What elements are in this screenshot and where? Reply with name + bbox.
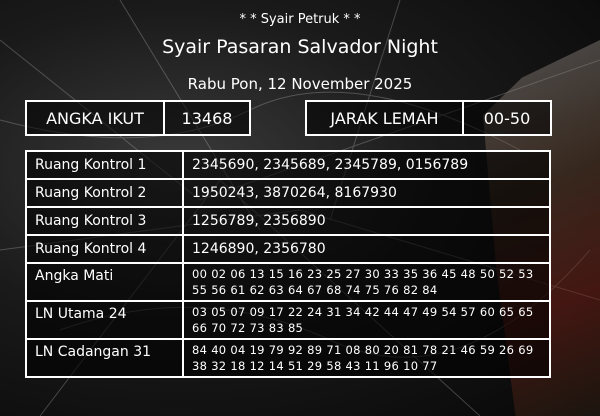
row-label: LN Cadangan 31 <box>25 338 184 378</box>
table-row: Ruang Kontrol 2 1950243, 3870264, 8167930 <box>25 178 551 208</box>
row-value: 84 40 04 19 79 92 89 71 08 80 20 81 78 2… <box>182 338 551 378</box>
table-row: Ruang Kontrol 3 1256789, 2356890 <box>25 206 551 236</box>
page-title: Syair Pasaran Salvador Night <box>162 36 438 58</box>
jarak-lemah-box: JARAK LEMAH 00-50 <box>305 100 552 136</box>
row-value: 2345690, 2345689, 2345789, 0156789 <box>182 150 551 180</box>
date-label: Rabu Pon, 12 November 2025 <box>187 75 413 93</box>
jarak-lemah-value: 00-50 <box>483 108 531 128</box>
row-value: 00 02 06 13 15 16 23 25 27 30 33 35 36 4… <box>182 262 551 302</box>
row-label: Ruang Kontrol 1 <box>25 150 184 180</box>
row-value: 1950243, 3870264, 8167930 <box>182 178 551 208</box>
header-subtitle: * * Syair Petruk * * <box>239 12 361 27</box>
row-value: 1256789, 2356890 <box>182 206 551 236</box>
syair-table: Ruang Kontrol 1 2345690, 2345689, 2345789… <box>25 150 551 378</box>
row-value: 1246890, 2356780 <box>182 234 551 264</box>
row-label: Ruang Kontrol 2 <box>25 178 184 208</box>
table-row: LN Cadangan 31 84 40 04 19 79 92 89 71 08… <box>25 338 551 378</box>
jarak-lemah-label: JARAK LEMAH <box>307 102 464 134</box>
row-label: Ruang Kontrol 3 <box>25 206 184 236</box>
angka-ikut-value: 13468 <box>181 108 233 128</box>
row-label: Ruang Kontrol 4 <box>25 234 184 264</box>
angka-ikut-label: ANGKA IKUT <box>27 102 165 134</box>
table-row: LN Utama 24 03 05 07 09 17 22 24 31 34 42… <box>25 300 551 340</box>
table-row: Angka Mati 00 02 06 13 15 16 23 25 27 30 … <box>25 262 551 302</box>
table-row: Ruang Kontrol 1 2345690, 2345689, 2345789… <box>25 150 551 180</box>
row-label: LN Utama 24 <box>25 300 184 340</box>
angka-ikut-box: ANGKA IKUT 13468 <box>25 100 251 136</box>
table-row: Ruang Kontrol 4 1246890, 2356780 <box>25 234 551 264</box>
row-label: Angka Mati <box>25 262 184 302</box>
row-value: 03 05 07 09 17 22 24 31 34 42 44 47 49 5… <box>182 300 551 340</box>
